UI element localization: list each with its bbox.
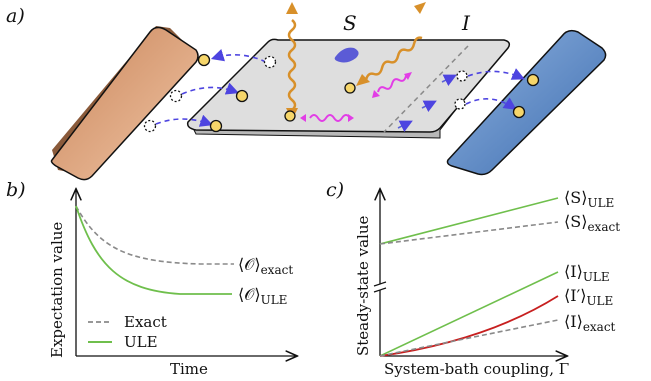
panel-a: a) S I [6,2,607,181]
system-blob [334,47,359,63]
axis-break-mark-2 [373,287,387,293]
i-exact-line [379,319,559,357]
ip-ule-curve [379,295,559,357]
particles [197,53,540,133]
s-ule-line [379,197,559,245]
axis-break-gap [374,284,386,290]
right-bath-plate [446,29,607,176]
panel-b-legend: Exact ULE [88,313,167,351]
label-s-ule: ⟨S⟩ULE [564,188,614,210]
panel-b-label-exact: ⟨𝒪⟩exact [238,255,293,277]
holes [143,55,468,133]
panel-c: c) Steady-state value System-bath coupli… [326,179,620,378]
panel-a-label: a) [6,5,25,27]
magenta-interaction-2 [372,72,412,98]
panel-b-ylabel: Expectation value [48,222,66,358]
label-i-ule: ⟨I⟩ULE [564,262,610,284]
panel-b-ule-curve [75,205,232,295]
panel-b-label: b) [6,179,26,201]
panel-b-xlabel: Time [170,360,208,378]
panel-c-label: c) [326,179,344,201]
system-symbol: S [343,11,357,35]
axis-break-mark-1 [373,281,387,287]
label-ip-ule: ⟨I′⟩ULE [564,286,613,308]
panel-b-label-ule: ⟨𝒪⟩ULE [238,285,287,307]
panel-c-ylabel: Steady-state value [354,216,372,356]
interface-symbol: I [461,11,471,35]
panel-c-xlabel: System-bath coupling, Γ [384,360,569,378]
label-i-exact: ⟨I⟩exact [564,312,616,334]
panel-b-exact-curve [75,205,234,265]
photon-emission-right [356,2,426,86]
legend-ule: ULE [124,333,158,351]
panel-b: b) Expectation value Time ⟨𝒪⟩exact ⟨𝒪⟩UL… [6,179,296,378]
s-exact-line [379,221,559,245]
label-s-exact: ⟨S⟩exact [564,212,620,234]
interface-line [383,45,469,133]
i-ule-line [379,271,559,357]
magenta-interaction-1 [300,114,354,122]
legend-exact: Exact [124,313,167,331]
hop-arrows [155,49,525,127]
left-bath-plate [50,26,200,181]
interface-arrows [397,74,457,133]
